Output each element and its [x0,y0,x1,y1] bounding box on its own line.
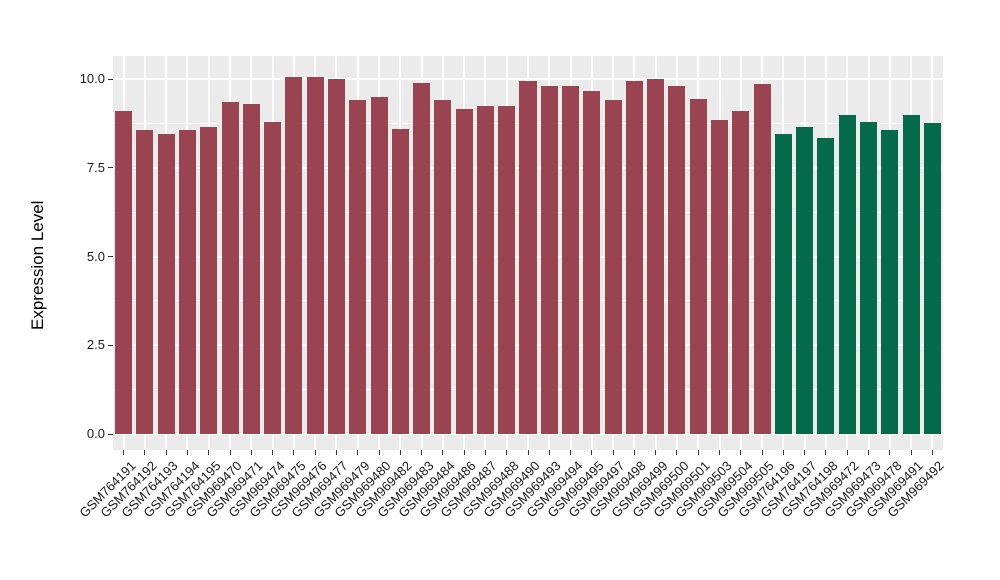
bar-GSM969473 [860,121,878,434]
y-tick-label: 5.0 [86,248,105,264]
bar-GSM969471 [242,103,260,434]
y-tick-mark [108,433,113,435]
x-tick-mark [484,450,486,455]
x-tick-mark [186,450,188,455]
x-tick-mark [250,450,252,455]
y-tick-label: 10.0 [79,71,105,86]
bar-GSM969483 [413,82,431,434]
x-tick-mark [570,450,572,455]
x-tick-mark [761,450,763,455]
bar-GSM969484 [434,100,452,434]
bar-GSM969478 [881,130,899,434]
y-tick-mark [108,167,113,169]
x-tick-mark [910,450,912,455]
x-tick-mark [165,450,167,455]
x-tick-mark [123,450,125,455]
bar-GSM764191 [115,110,133,434]
x-tick-mark [399,450,401,455]
x-tick-mark [442,450,444,455]
x-tick-mark [719,450,721,455]
y-axis-title: Expression Level [28,200,47,330]
y-tick-mark [108,344,113,346]
x-tick-mark [421,450,423,455]
bar-GSM969472 [838,114,856,434]
x-tick-mark [335,450,337,455]
bar-GSM969491 [902,114,920,434]
x-tick-mark [697,450,699,455]
x-tick-mark [527,450,529,455]
x-tick-mark [591,450,593,455]
bar-GSM969474 [264,121,282,434]
bar-GSM969476 [306,77,324,434]
bar-GSM969498 [625,80,643,434]
x-tick-mark [272,450,274,455]
bar-GSM969495 [583,91,601,434]
bar-GSM969477 [327,79,345,434]
bar-GSM764194 [178,130,196,434]
bar-GSM764193 [157,134,175,434]
bar-GSM764195 [200,126,218,434]
x-tick-mark [740,450,742,455]
x-tick-mark [229,450,231,455]
y-tick-label: 2.5 [86,337,105,353]
bar-GSM969493 [540,86,558,434]
x-tick-mark [846,450,848,455]
bar-GSM969479 [349,100,367,434]
bar-GSM969490 [519,80,537,434]
x-tick-mark [612,450,614,455]
bar-GSM764196 [774,134,792,434]
bar-GSM969504 [732,110,750,434]
x-tick-mark [378,450,380,455]
y-tick-mark [108,78,113,80]
bar-GSM969492 [923,123,941,434]
x-tick-mark [463,450,465,455]
bar-GSM764197 [796,126,814,434]
bar-GSM969494 [562,86,580,434]
bar-GSM969486 [455,109,473,434]
x-tick-mark [825,450,827,455]
plot-panel [113,56,943,450]
x-tick-mark [931,450,933,455]
x-tick-mark [889,450,891,455]
bar-GSM764198 [817,137,835,434]
bar-GSM969480 [370,96,388,434]
bar-GSM969470 [221,102,239,434]
x-tick-mark [506,450,508,455]
x-tick-mark [804,450,806,455]
bar-GSM969501 [689,98,707,434]
bar-GSM764192 [136,130,154,434]
y-tick-label: 7.5 [86,159,105,175]
x-tick-mark [293,450,295,455]
bar-GSM969475 [285,77,303,434]
x-tick-mark [208,450,210,455]
x-tick-mark [357,450,359,455]
x-tick-mark [676,450,678,455]
bar-GSM969503 [711,119,729,434]
x-tick-mark [144,450,146,455]
x-tick-mark [314,450,316,455]
x-tick-mark [548,450,550,455]
bar-GSM969499 [647,79,665,434]
bar-GSM969497 [604,100,622,434]
y-tick-label: 0.0 [86,426,105,441]
x-tick-mark [868,450,869,455]
x-tick-mark [655,450,657,455]
x-tick-mark [782,450,784,455]
bar-GSM969488 [498,105,516,434]
bar-GSM969482 [391,128,409,434]
bar-GSM969487 [476,105,494,434]
y-tick-mark [108,256,113,257]
x-tick-mark [633,450,635,455]
bar-GSM969505 [753,84,771,434]
bar-GSM969500 [668,86,686,434]
